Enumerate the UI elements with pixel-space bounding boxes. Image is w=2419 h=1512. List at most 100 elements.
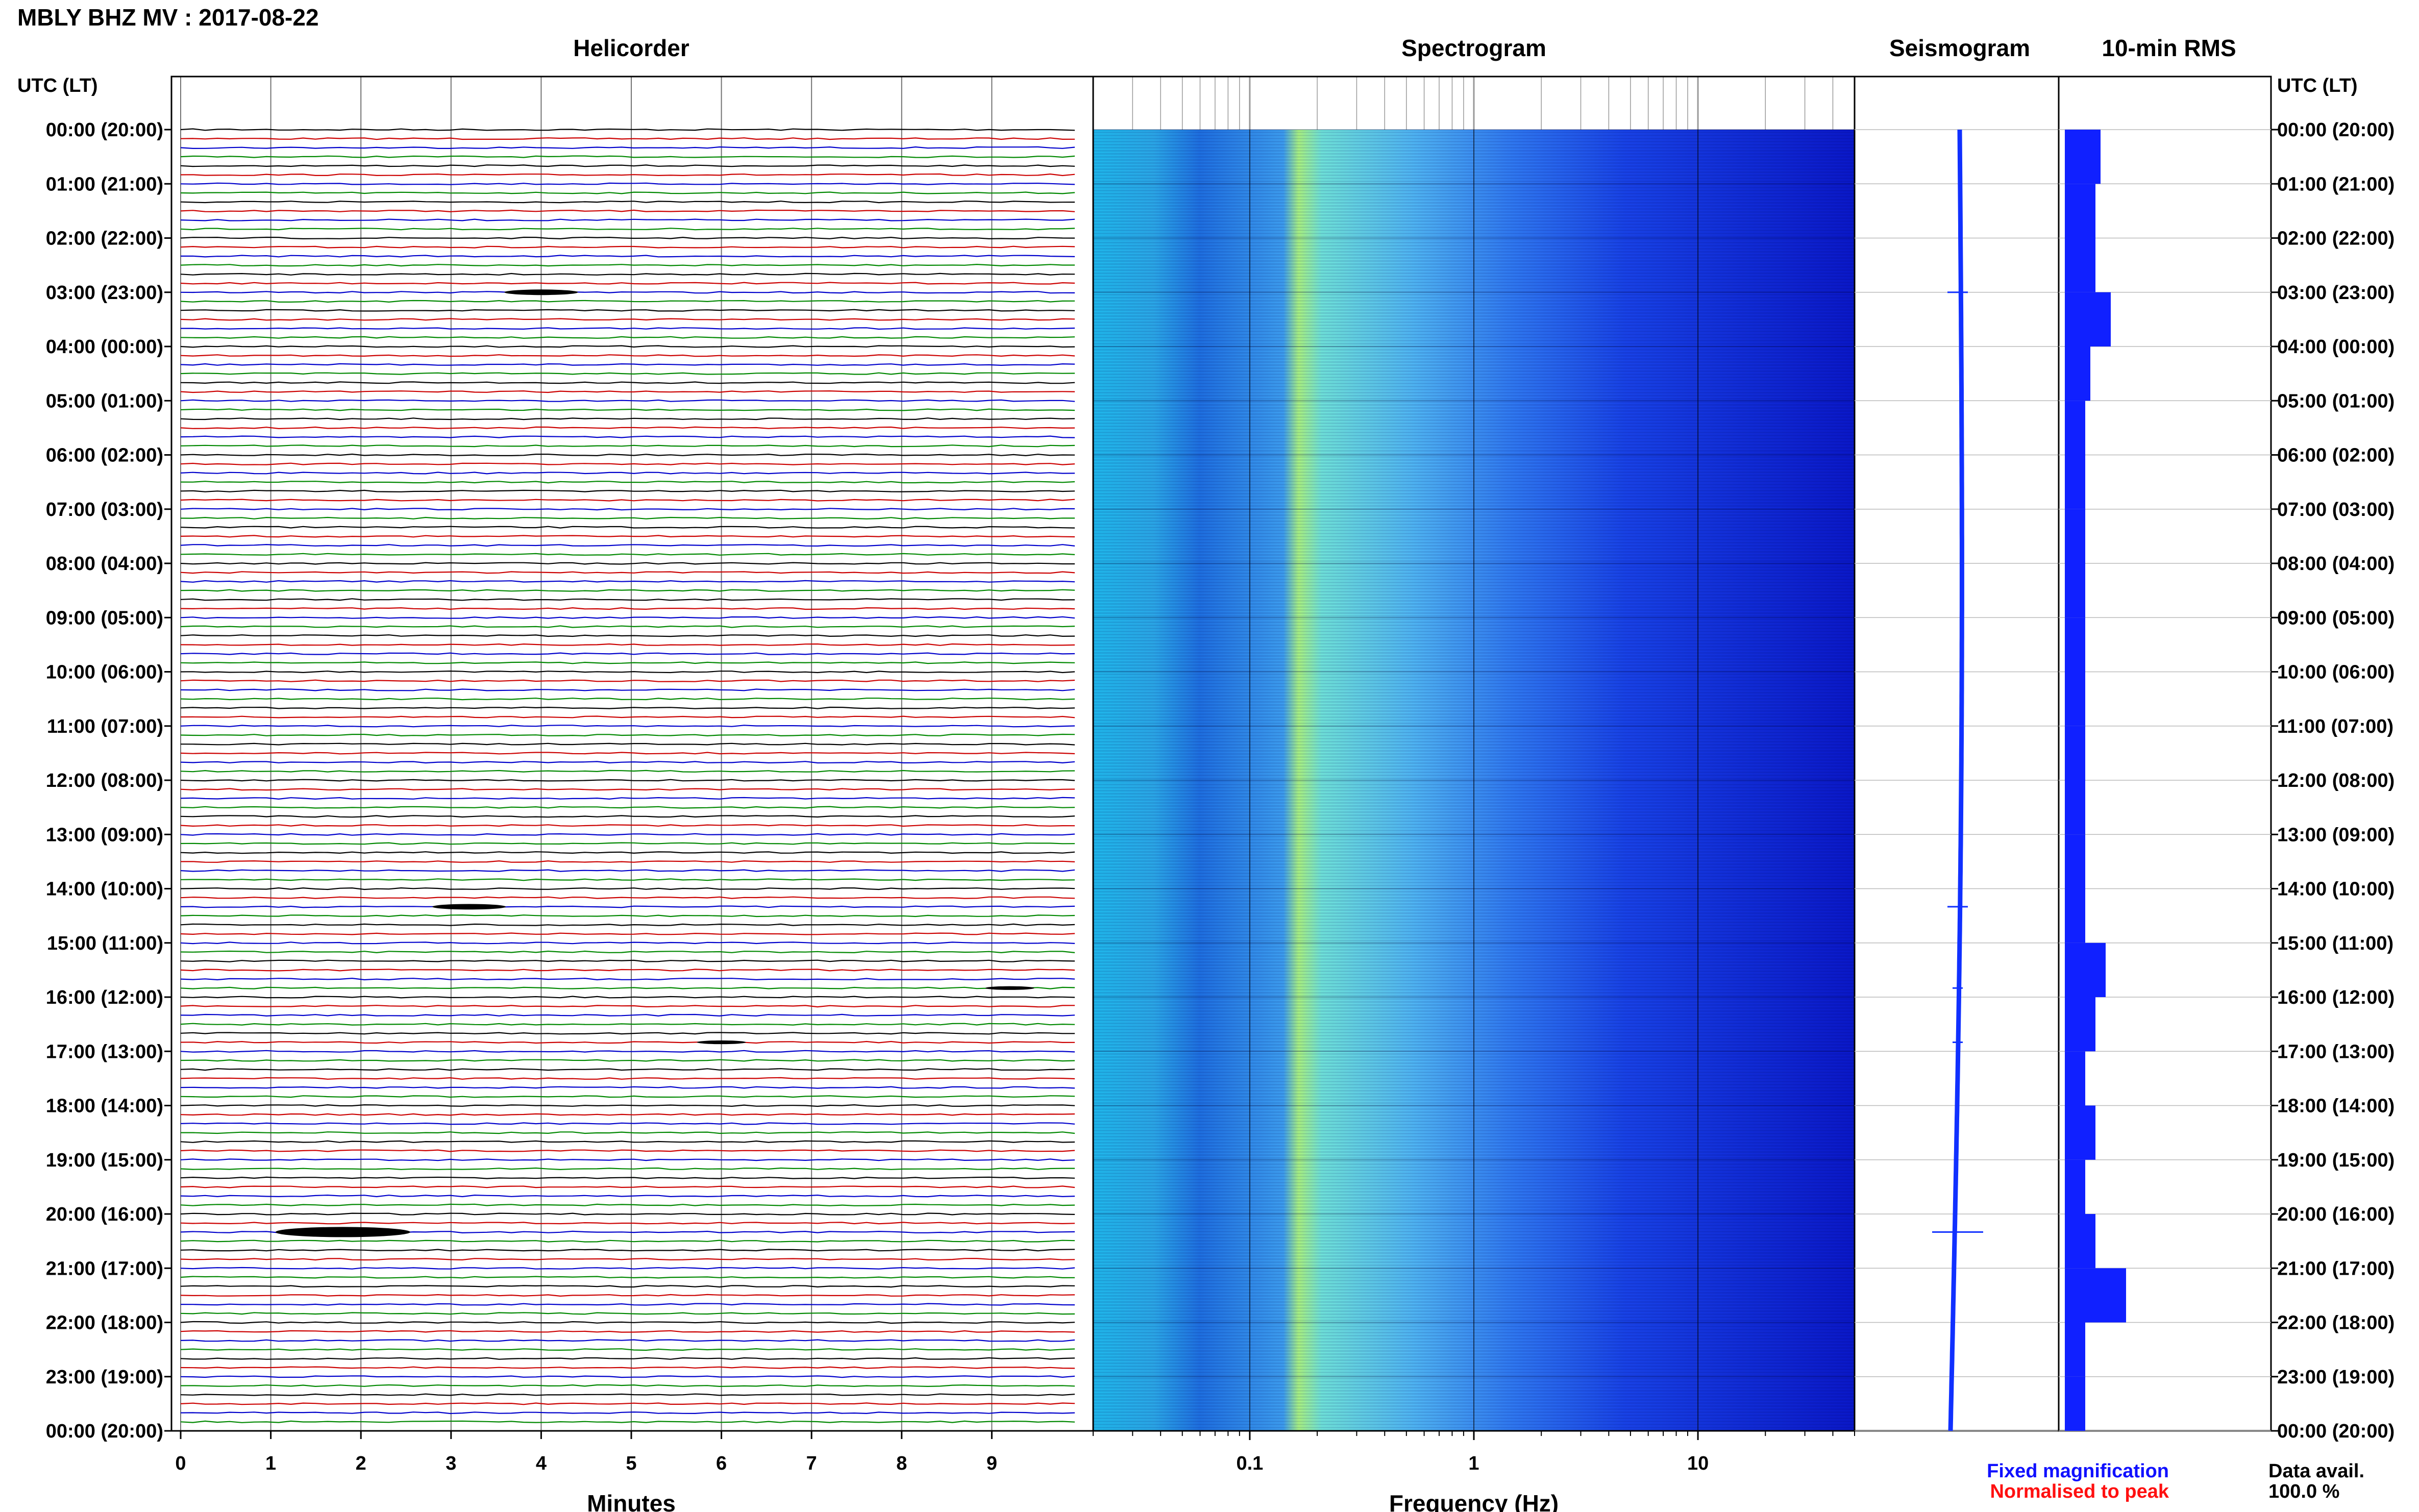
helicorder-trace [180, 236, 1075, 240]
helicorder-trace [180, 435, 1075, 438]
legend-normalised-to-peak: Normalised to peak [1990, 1481, 2169, 1502]
helicorder-trace [180, 634, 1075, 637]
rms-bars [2065, 130, 2126, 1431]
helicorder-trace [180, 309, 1075, 312]
rms-bar [2065, 1214, 2095, 1269]
helicorder-trace [180, 742, 1075, 746]
helicorder-trace [180, 128, 1075, 131]
helicorder-trace [180, 228, 1075, 231]
helicorder-trace [180, 969, 1075, 972]
helicorder-trace [180, 1339, 1075, 1342]
helicorder-trace [180, 1023, 1075, 1026]
time-label: 05:00 (01:00) [2277, 390, 2395, 412]
helicorder-trace [180, 173, 1075, 177]
rms-bar [2065, 563, 2085, 618]
spectrogram-x-label: Frequency (Hz) [1389, 1490, 1559, 1512]
time-label: 07:00 (03:00) [46, 499, 163, 520]
time-labels-left: 00:00 (20:00) 01:00 (21:00) 02:00 (22:00) 0… [46, 119, 171, 1442]
helicorder-trace [180, 390, 1075, 393]
helicorder-trace [180, 652, 1075, 655]
time-label: 18:00 (14:00) [46, 1096, 163, 1117]
helicorder-trace [180, 616, 1075, 619]
time-label: 23:00 (19:00) [2277, 1367, 2395, 1388]
time-label: 03:00 (23:00) [2277, 282, 2395, 304]
helicorder-trace [180, 1113, 1075, 1116]
helicorder-trace [180, 201, 1075, 204]
helicorder-trace [181, 1131, 1075, 1134]
helicorder-trace [180, 842, 1075, 845]
helicorder-trace [180, 164, 1075, 167]
rms-bar [2065, 726, 2085, 780]
time-label: 08:00 (04:00) [46, 553, 163, 575]
helicorder-title: Helicorder [573, 35, 689, 61]
helicorder-trace [180, 1312, 1075, 1315]
helicorder-trace [180, 996, 1075, 999]
minute-tick-label: 9 [986, 1453, 997, 1474]
time-label: 00:00 (20:00) [2277, 1421, 2395, 1442]
rms-bar [2065, 238, 2095, 292]
time-label: 20:00 (16:00) [46, 1204, 163, 1225]
time-label: 04:00 (00:00) [46, 336, 163, 358]
helicorder-trace [180, 950, 1075, 954]
minute-tick-label: 4 [536, 1453, 547, 1474]
helicorder-trace [180, 959, 1075, 962]
time-label: 09:00 (05:00) [46, 607, 163, 629]
helicorder-trace [180, 589, 1075, 592]
frequency-tick-label: 1 [1468, 1453, 1479, 1474]
rms-bar [2065, 346, 2090, 401]
time-label: 02:00 (22:00) [2277, 228, 2395, 250]
helicorder-trace [180, 327, 1075, 330]
rms-bar [2065, 1322, 2085, 1377]
helicorder-trace [180, 155, 1075, 158]
helicorder-trace [180, 688, 1075, 691]
time-label: 08:00 (04:00) [2277, 553, 2395, 575]
spectrogram-grid [1093, 77, 1855, 1431]
seismogram-line [1948, 129, 1964, 1431]
helicorder-trace [180, 182, 1075, 185]
helicorder-trace [180, 543, 1075, 547]
helicorder-trace [180, 481, 1075, 484]
station-title: MBLY BHZ MV : 2017-08-22 [17, 4, 319, 31]
helicorder-trace [180, 1375, 1075, 1378]
helicorder-trace [180, 1321, 1075, 1324]
time-label: 00:00 (20:00) [46, 1421, 163, 1442]
helicorder-trace [180, 1267, 1075, 1270]
seismogram-title: Seismogram [1889, 35, 2030, 61]
helicorder-trace [180, 932, 1075, 935]
helicorder-trace [180, 381, 1075, 384]
time-label: 14:00 (10:00) [46, 879, 163, 900]
helicorder-trace [180, 752, 1075, 755]
time-label: 22:00 (18:00) [46, 1312, 163, 1334]
rms-bar [2065, 943, 2106, 997]
seismogram-trace [1932, 129, 1983, 1431]
time-label: 11:00 (07:00) [2277, 716, 2393, 737]
minute-tick-label: 1 [265, 1453, 276, 1474]
helicorder-trace [180, 255, 1075, 258]
helicorder-event [432, 904, 506, 910]
minute-tick-label: 2 [356, 1453, 366, 1474]
time-label: 22:00 (18:00) [2277, 1312, 2395, 1334]
helicorder-trace [180, 1203, 1075, 1206]
helicorder-trace [180, 372, 1075, 375]
data-avail-label: Data avail. [2268, 1460, 2364, 1482]
helicorder-trace [180, 1249, 1075, 1252]
helicorder-event [697, 1040, 746, 1045]
time-label: 18:00 (14:00) [2277, 1096, 2395, 1117]
helicorder-trace [180, 354, 1075, 357]
helicorder-trace [180, 462, 1075, 465]
helicorder-trace [180, 1348, 1075, 1351]
rms-bar [2065, 1376, 2085, 1431]
time-label: 21:00 (17:00) [46, 1258, 163, 1279]
helicorder-trace [180, 598, 1075, 601]
helicorder-trace [180, 146, 1075, 150]
rms-bar [2065, 130, 2101, 184]
helicorder-trace [180, 1077, 1075, 1080]
helicorder-trace [180, 1294, 1075, 1297]
helicorder-trace [180, 1420, 1075, 1423]
frequency-tick-label: 0.1 [1236, 1453, 1263, 1474]
time-label: 13:00 (09:00) [2277, 824, 2395, 846]
time-label: 17:00 (13:00) [2277, 1041, 2395, 1062]
time-label: 07:00 (03:00) [2277, 499, 2395, 520]
helicorder-trace [180, 896, 1075, 899]
